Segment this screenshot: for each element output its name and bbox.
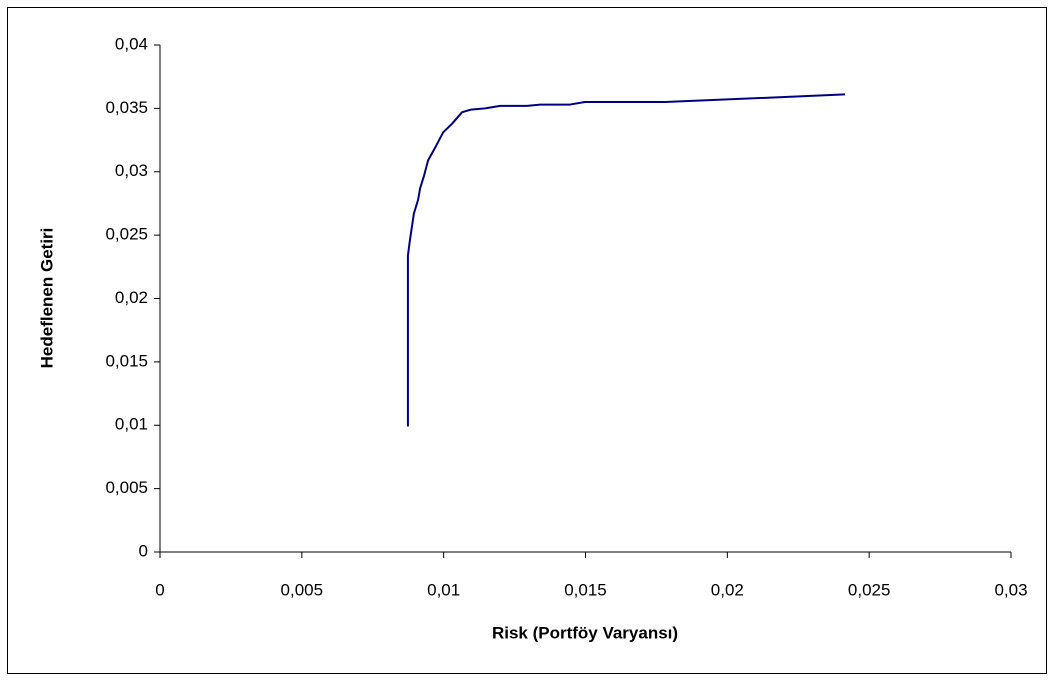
x-tick-label: 0,01 <box>427 580 460 599</box>
x-axis-title: Risk (Portföy Varyansı) <box>492 623 678 642</box>
y-tick-label: 0,015 <box>105 351 148 370</box>
x-tick-label: 0,025 <box>848 580 891 599</box>
y-tick-label: 0,02 <box>115 288 148 307</box>
chart-border <box>7 7 1047 674</box>
y-tick-label: 0,005 <box>105 478 148 497</box>
x-tick-label: 0,02 <box>711 580 744 599</box>
y-tick-label: 0,035 <box>105 98 148 117</box>
data-line <box>406 93 846 427</box>
y-axis-title: Hedeflenen Getiri <box>37 228 56 369</box>
x-tick-label: 0,015 <box>564 580 607 599</box>
y-tick-label: 0,04 <box>115 34 148 53</box>
y-tick-label: 0,025 <box>105 225 148 244</box>
y-tick-label: 0,03 <box>115 161 148 180</box>
y-tick-label: 0,01 <box>115 415 148 434</box>
y-tick-label: 0 <box>139 541 148 560</box>
x-tick-label: 0,005 <box>281 580 324 599</box>
x-tick-label: 0 <box>155 580 164 599</box>
x-tick-label: 0,03 <box>994 580 1027 599</box>
